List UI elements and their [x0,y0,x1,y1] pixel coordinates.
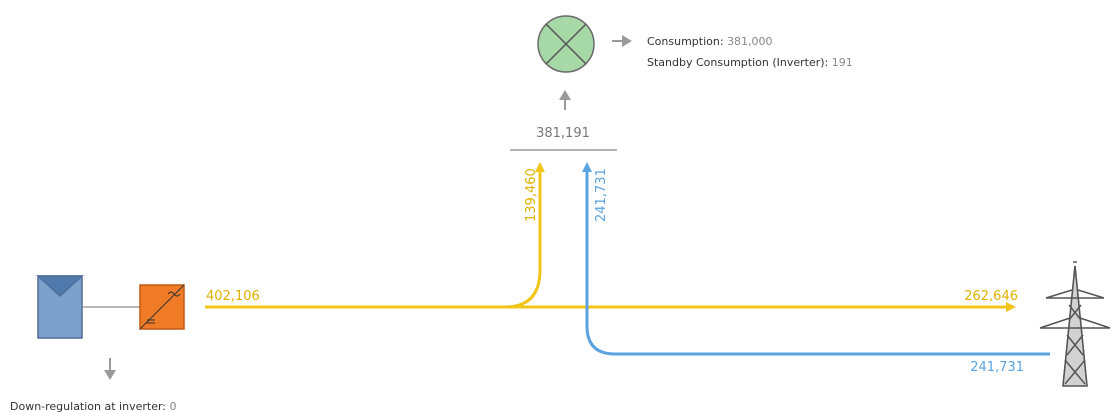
consumption-arrow [612,35,632,47]
downregulation-arrow [104,358,116,380]
downregulation-text: Down-regulation at inverter: 0 [10,400,177,412]
inverter-icon [139,284,185,330]
pv-to-load-flow [504,162,545,309]
feed-in-value: 262,646 [964,289,1018,304]
downregulation-value: 0 [170,400,177,412]
load-total-value: 381,191 [536,126,590,141]
consumption-label: Consumption: [647,35,724,48]
pv-to-load-value: 139,460 [524,168,539,222]
downregulation-label: Down-regulation at inverter: [10,400,166,412]
grid-to-load-flow [582,162,1050,356]
consumption-value: 381,000 [727,35,773,48]
pv-output-value: 402,106 [206,289,260,304]
grid-purchase-value: 241,731 [970,360,1024,375]
solar-panel-icon [36,275,84,339]
standby-consumption-label: Standby Consumption (Inverter): [647,56,828,69]
standby-consumption-text: Standby Consumption (Inverter): 191 [647,56,853,69]
lamp-icon [537,15,595,73]
grid-to-load-value: 241,731 [594,168,609,222]
standby-consumption-value: 191 [832,56,853,69]
load-up-arrow [559,90,571,110]
consumption-text: Consumption: 381,000 [647,35,773,48]
power-pylon-icon [1039,261,1111,387]
